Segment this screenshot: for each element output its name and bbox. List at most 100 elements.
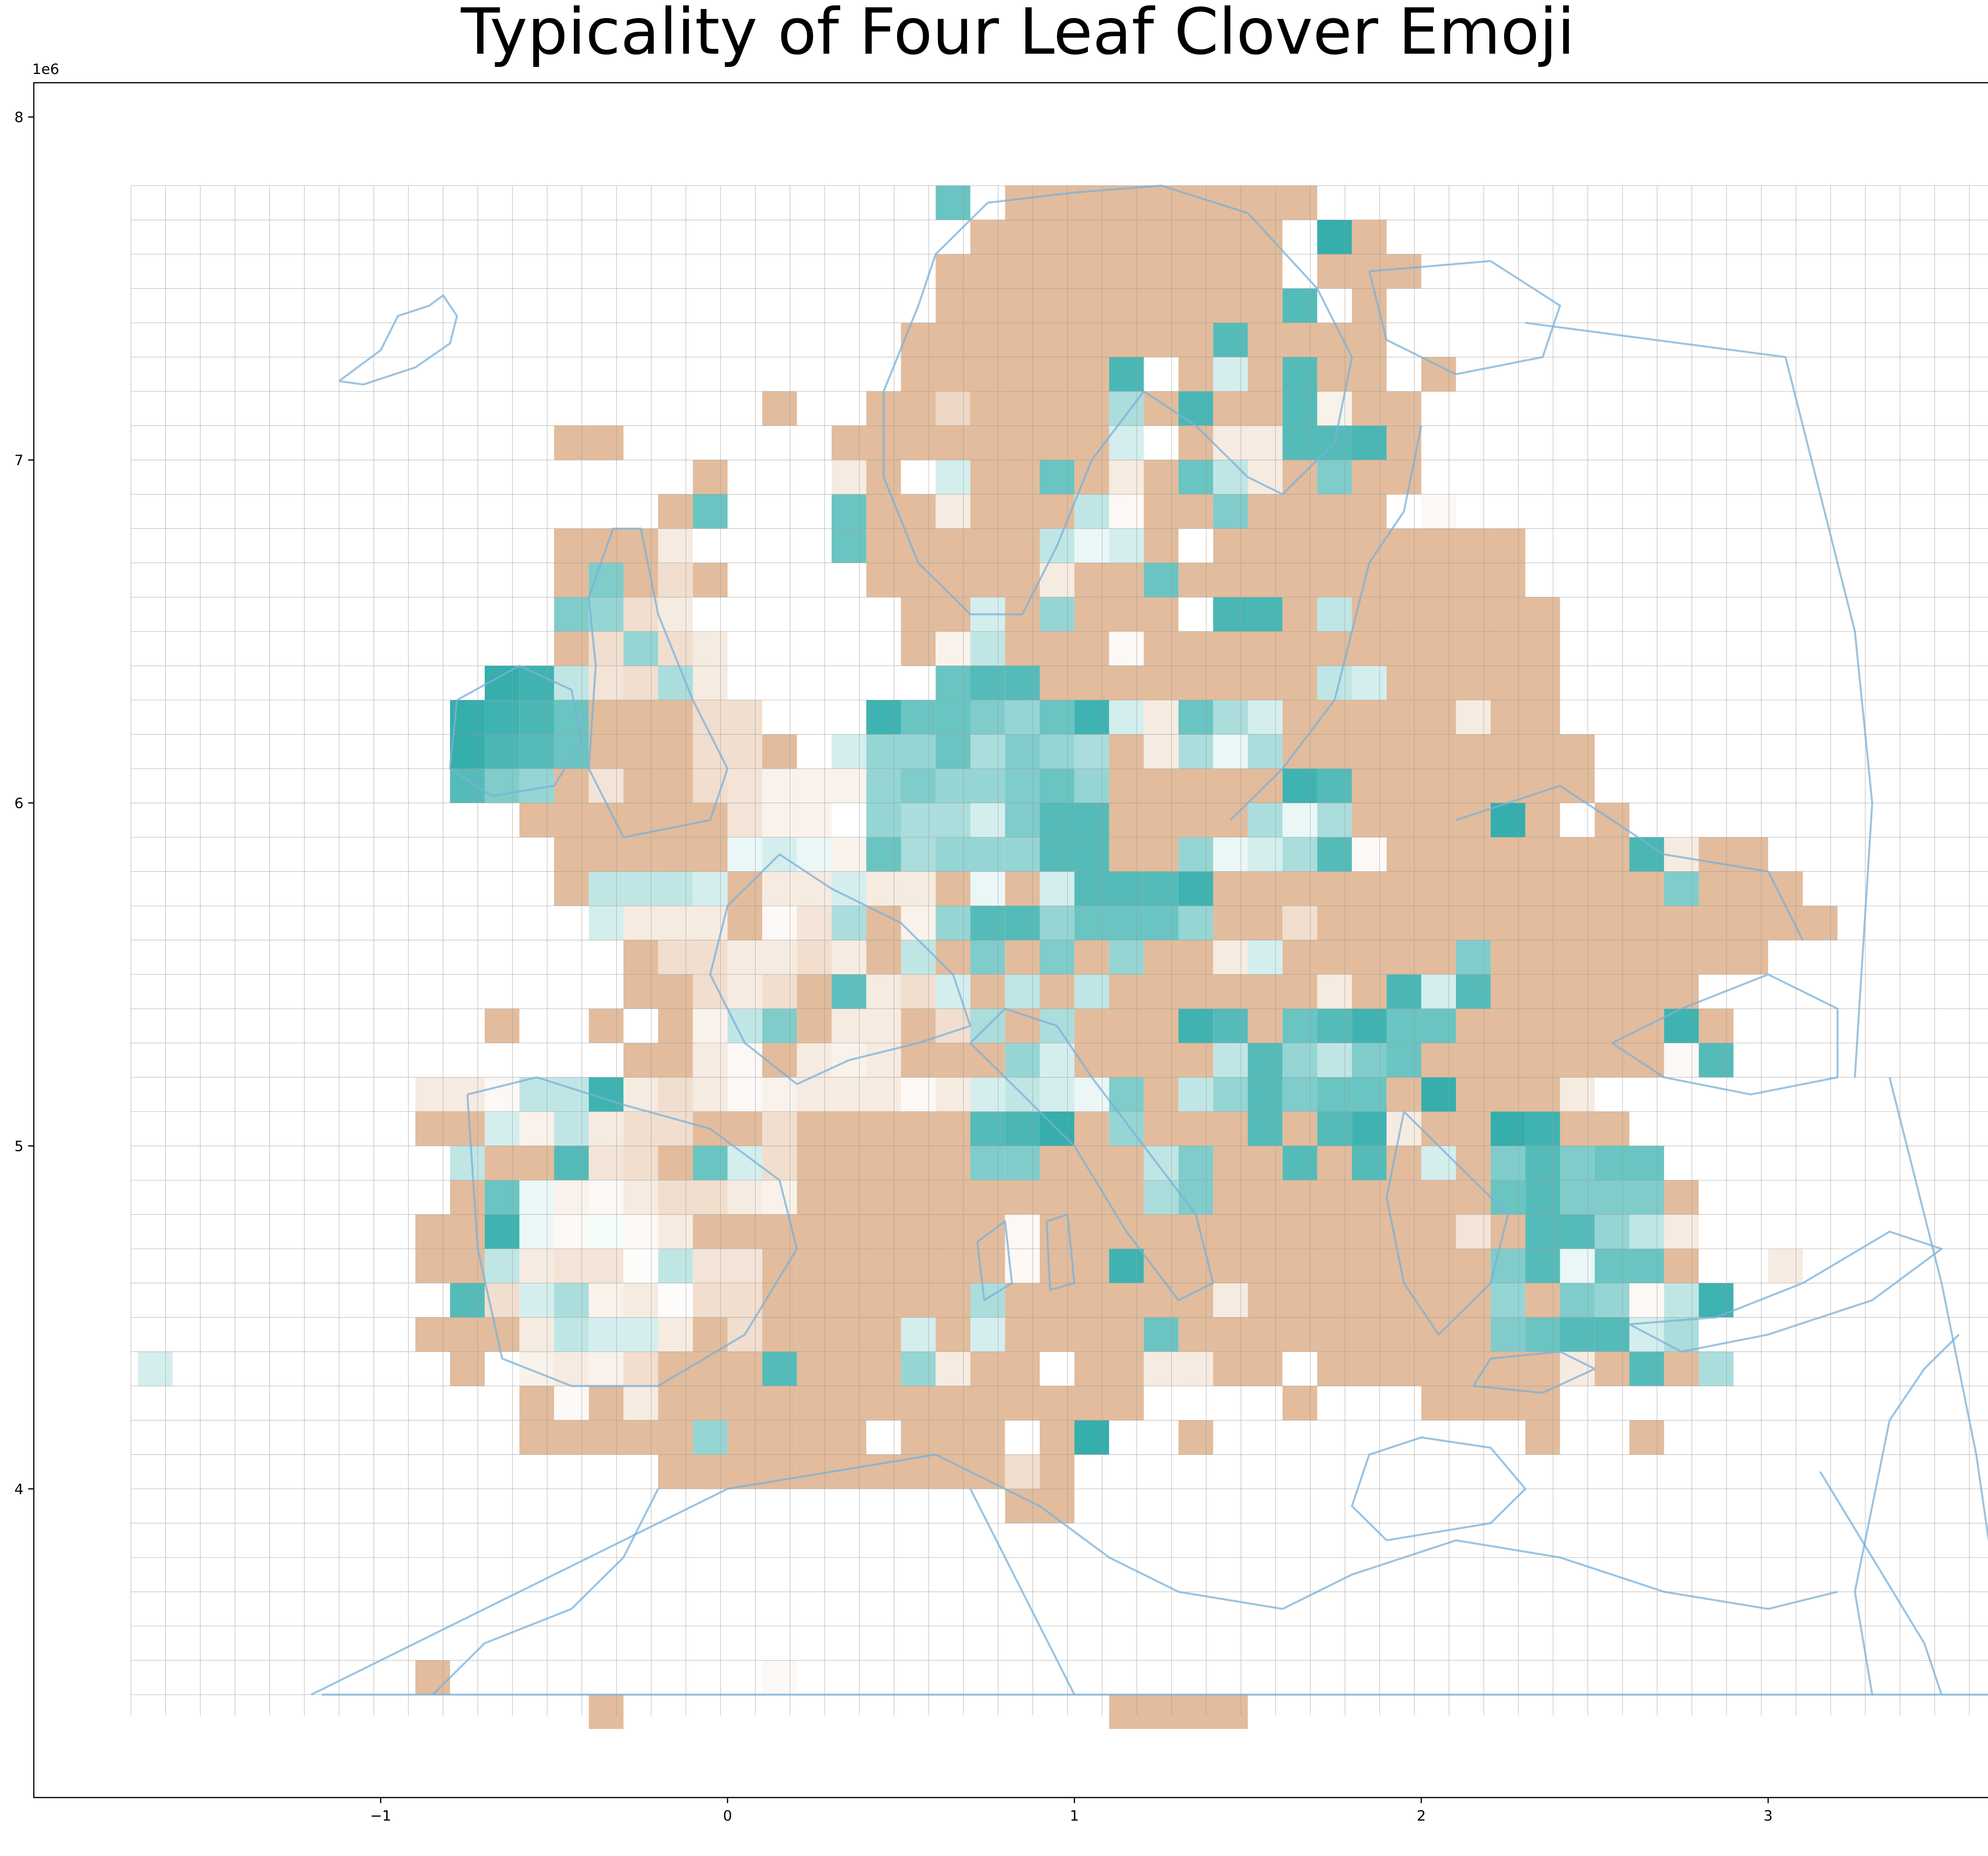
grid-cell: [936, 1112, 971, 1146]
grid-cell: [693, 666, 728, 700]
coastline-path: [1045, 1213, 1076, 1291]
grid-cell: [1699, 1283, 1734, 1318]
grid-cell: [485, 1112, 520, 1146]
grid-cell: [1178, 1283, 1213, 1318]
grid-cell: [970, 666, 1005, 700]
grid-cell: [1421, 768, 1456, 803]
coastline-path: [1629, 1230, 1943, 1353]
grid-cell: [1491, 529, 1526, 563]
grid-cell: [1594, 906, 1630, 940]
grid-cell: [693, 1386, 728, 1421]
grid-cell: [831, 1420, 866, 1455]
y-axis-ticks: 4 5 6 7 8: [14, 109, 34, 1498]
grid-cell: [1109, 1112, 1144, 1146]
grid-cell: [1040, 631, 1075, 666]
coastline-path: [709, 853, 971, 1085]
grid-cell: [901, 1351, 936, 1386]
grid-cell: [1560, 906, 1595, 940]
grid-cell: [762, 871, 797, 906]
grid-cell: [970, 803, 1005, 838]
grid-cell: [519, 1146, 554, 1180]
grid-cell: [1248, 494, 1283, 529]
grid-cell: [1040, 254, 1075, 289]
grid-cell: [1213, 185, 1248, 220]
grid-cell: [1664, 1180, 1699, 1215]
grid-cell: [693, 1420, 728, 1455]
grid-cell: [485, 1214, 520, 1249]
grid-cell: [762, 1660, 797, 1695]
grid-cell: [519, 1180, 554, 1215]
grid-cell: [1178, 1695, 1213, 1729]
grid-cell: [727, 803, 762, 838]
grid-cell: [1282, 563, 1317, 597]
grid-cell: [1525, 1043, 1560, 1077]
grid-cell: [658, 529, 693, 563]
grid-cell: [1143, 254, 1178, 289]
grid-cell: [693, 1077, 728, 1112]
grid-cell: [1040, 185, 1075, 220]
grid-cell: [901, 1249, 936, 1283]
grid-cell: [1040, 1420, 1075, 1455]
grid-cell: [1213, 426, 1248, 460]
grid-cell: [1178, 940, 1213, 975]
grid-cell: [1525, 1077, 1560, 1112]
grid-cell: [1456, 666, 1491, 700]
grid-cell: [1213, 1317, 1248, 1352]
grid-cell: [1005, 460, 1040, 494]
grid-cell: [1560, 1112, 1595, 1146]
grid-cell: [797, 1077, 832, 1112]
grid-cell: [901, 1077, 936, 1112]
grid-cell: [1248, 529, 1283, 563]
grid-cell: [658, 700, 693, 735]
grid-cell: [727, 700, 762, 735]
grid-cell: [1352, 323, 1387, 357]
grid-cell: [866, 940, 901, 975]
grid-cell: [970, 1386, 1005, 1421]
grid-cell: [1317, 220, 1352, 255]
grid-cell: [1491, 563, 1526, 597]
grid-cell: [658, 906, 693, 940]
grid-cell: [1143, 1146, 1178, 1180]
grid-cell: [1421, 1249, 1456, 1283]
grid-cell: [1248, 220, 1283, 255]
grid-cell: [1421, 529, 1456, 563]
grid-cell: [1074, 631, 1109, 666]
grid-cell: [1040, 357, 1075, 392]
grid-cell: [693, 1009, 728, 1043]
grid-cell: [936, 323, 971, 357]
grid-cell: [1352, 391, 1387, 426]
grid-cell: [1005, 288, 1040, 323]
grid-cell: [415, 1112, 450, 1146]
grid-cell: [588, 1283, 624, 1318]
grid-cell: [693, 974, 728, 1009]
coastline-path: [588, 527, 729, 838]
grid-cell: [1248, 460, 1283, 494]
grid-cell: [1213, 1146, 1248, 1180]
grid-cell: [1352, 597, 1387, 632]
grid-cell: [1491, 1077, 1526, 1112]
grid-cell: [1386, 529, 1421, 563]
grid-cell: [901, 1420, 936, 1455]
grid-cell: [970, 974, 1005, 1009]
grid-cell: [1594, 1351, 1630, 1386]
grid-cell: [936, 734, 971, 769]
grid-cell: [519, 666, 554, 700]
grid-cell: [762, 1077, 797, 1112]
grid-cell: [1629, 1214, 1664, 1249]
grid-cell: [1629, 1180, 1664, 1215]
grid-cell: [901, 494, 936, 529]
axes-frame: [33, 82, 1988, 1798]
grid-cell: [1352, 700, 1387, 735]
grid-cell: [901, 768, 936, 803]
grid-cell: [1178, 1420, 1213, 1455]
grid-cell: [1074, 1009, 1109, 1043]
grid-cell: [1143, 1077, 1178, 1112]
grid-cell: [1213, 1009, 1248, 1043]
grid-cell: [1248, 391, 1283, 426]
grid-cell: [901, 906, 936, 940]
grid-cell: [1664, 1214, 1699, 1249]
grid-cell: [831, 529, 866, 563]
grid-cell: [727, 768, 762, 803]
grid-cell: [1213, 220, 1248, 255]
grid-cell: [1178, 734, 1213, 769]
